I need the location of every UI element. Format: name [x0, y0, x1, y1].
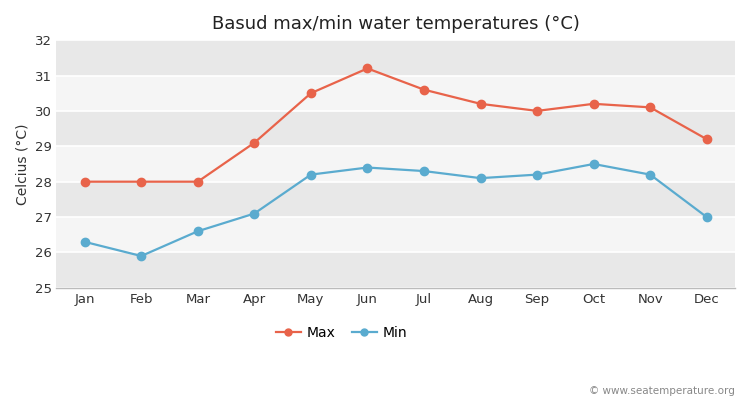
- Bar: [56, 40, 735, 76]
- Text: © www.seatemperature.org: © www.seatemperature.org: [590, 386, 735, 396]
- Bar: [56, 252, 735, 288]
- Y-axis label: Celcius (°C): Celcius (°C): [15, 123, 29, 205]
- Bar: [56, 111, 735, 146]
- Title: Basud max/min water temperatures (°C): Basud max/min water temperatures (°C): [211, 15, 580, 33]
- Bar: [56, 76, 735, 111]
- Bar: [56, 146, 735, 182]
- Legend: Max, Min: Max, Min: [270, 320, 413, 345]
- Bar: [56, 217, 735, 252]
- Bar: [56, 182, 735, 217]
